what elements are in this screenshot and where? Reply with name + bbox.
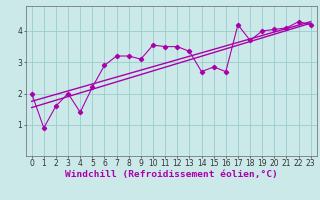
X-axis label: Windchill (Refroidissement éolien,°C): Windchill (Refroidissement éolien,°C) xyxy=(65,170,277,179)
